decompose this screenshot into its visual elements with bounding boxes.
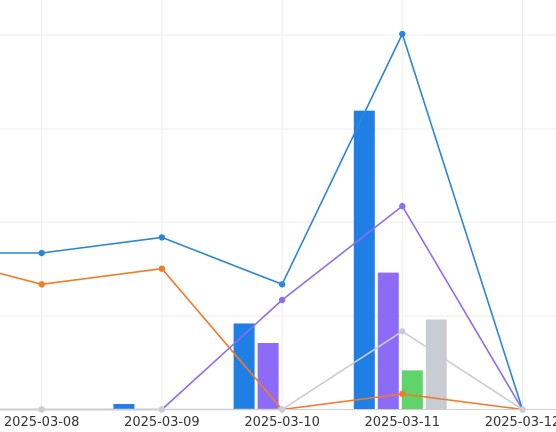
- x-tick-label: 2025-03-10: [244, 415, 320, 430]
- line-point: [158, 265, 166, 272]
- line-point: [399, 30, 406, 38]
- x-axis-tick-labels: 2025-03-08 2025-03-09 2025-03-10 2025-03-11…: [4, 415, 556, 430]
- bar: [401, 370, 423, 410]
- line-point: [278, 281, 286, 288]
- line-point: [158, 234, 166, 241]
- grid-lines: [0, 0, 556, 410]
- x-tick-label: 2025-03-11: [365, 415, 441, 430]
- x-tick-label: 2025-03-09: [124, 415, 200, 430]
- line-point: [399, 390, 406, 398]
- line-points-group: [38, 30, 526, 413]
- bar: [353, 110, 375, 410]
- line-point: [38, 249, 45, 257]
- line-series: [0, 33, 524, 410]
- line-series: [0, 267, 523, 411]
- bar: [425, 319, 447, 410]
- line-point: [399, 328, 406, 335]
- bar-series-group: [113, 110, 447, 410]
- line-point: [399, 202, 406, 210]
- x-tick-label: 2025-03-12: [485, 415, 556, 430]
- line-point: [278, 296, 286, 304]
- bar: [233, 323, 255, 410]
- line-point: [38, 281, 45, 288]
- bar: [257, 343, 279, 410]
- x-tick-label: 2025-03-08: [4, 415, 80, 430]
- bar: [113, 404, 135, 410]
